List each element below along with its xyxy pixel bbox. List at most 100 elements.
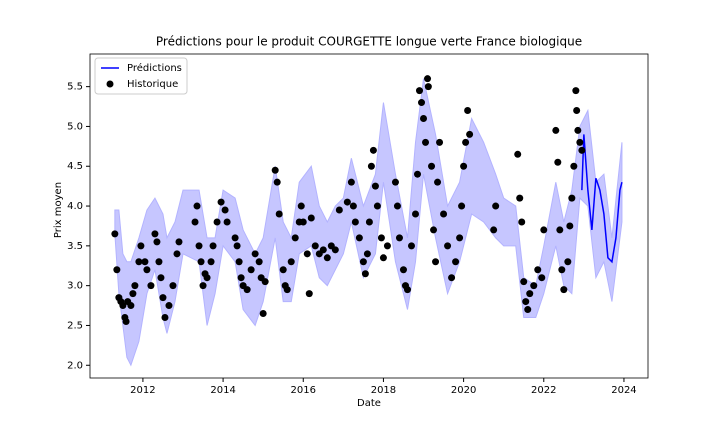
history-point	[259, 310, 267, 318]
history-point	[558, 266, 566, 274]
history-point	[456, 234, 464, 242]
history-point	[434, 178, 442, 186]
history-point	[383, 242, 391, 250]
history-point	[283, 286, 291, 294]
history-point	[574, 126, 582, 134]
history-point	[524, 306, 532, 314]
history-point	[367, 162, 375, 170]
history-point	[153, 238, 161, 246]
x-tick-label: 2022	[531, 385, 556, 396]
history-point	[361, 270, 369, 278]
history-point	[237, 274, 245, 282]
history-point	[119, 302, 127, 310]
history-point	[243, 286, 251, 294]
history-point	[436, 138, 444, 146]
y-tick-label: 5.0	[67, 121, 83, 132]
history-point	[209, 242, 217, 250]
history-point	[355, 234, 363, 242]
history-point	[303, 250, 311, 258]
history-point	[235, 258, 243, 266]
history-point	[223, 218, 231, 226]
y-tick-label: 3.0	[67, 281, 83, 292]
history-point	[155, 258, 163, 266]
history-point	[538, 274, 546, 282]
history-point	[391, 178, 399, 186]
history-point	[159, 294, 167, 302]
history-point	[299, 218, 307, 226]
history-point	[207, 258, 215, 266]
y-tick-label: 2.0	[67, 360, 83, 371]
history-point	[422, 138, 430, 146]
history-point	[151, 230, 159, 238]
history-point	[379, 254, 387, 262]
history-point	[113, 266, 121, 274]
history-point	[556, 226, 564, 234]
history-point	[552, 126, 560, 134]
history-point	[407, 242, 415, 250]
history-point	[143, 266, 151, 274]
history-point	[492, 202, 500, 210]
x-tick-label: 2014	[210, 385, 235, 396]
history-point	[213, 218, 221, 226]
history-point	[568, 194, 576, 202]
prediction-line	[581, 134, 623, 264]
history-point	[522, 298, 530, 306]
history-point	[197, 258, 205, 266]
history-point	[566, 222, 574, 230]
y-tick-label: 5.5	[67, 82, 83, 93]
history-point	[359, 258, 367, 266]
history-point	[169, 282, 177, 290]
history-point	[554, 158, 562, 166]
history-point	[191, 218, 199, 226]
history-point	[460, 162, 468, 170]
history-point	[193, 202, 201, 210]
plot-frame	[89, 53, 649, 379]
history-point	[275, 210, 283, 218]
history-point	[279, 266, 287, 274]
history-point	[319, 246, 327, 254]
history-point	[323, 254, 331, 262]
history-point	[365, 218, 373, 226]
history-point	[307, 214, 315, 222]
legend-marker	[106, 80, 114, 88]
y-tick-label: 4.0	[67, 201, 83, 212]
history-point	[135, 258, 143, 266]
y-tick-label: 3.5	[67, 241, 83, 252]
history-point	[462, 138, 470, 146]
history-point	[572, 87, 580, 95]
history-point	[221, 206, 229, 214]
history-point	[363, 250, 371, 258]
history-point	[518, 218, 526, 226]
history-point	[560, 286, 568, 294]
history-point	[516, 194, 524, 202]
history-point	[161, 313, 169, 321]
history-point	[297, 202, 305, 210]
history-point	[369, 146, 377, 154]
history-point	[444, 242, 452, 250]
x-tick-label: 2024	[611, 385, 636, 396]
x-axis-label: Date	[357, 398, 381, 409]
history-point	[578, 146, 586, 154]
y-tick-label: 2.5	[67, 320, 83, 331]
history-point	[199, 282, 207, 290]
history-point	[335, 206, 343, 214]
history-point	[514, 150, 522, 158]
y-axis-label: Prix moyen	[53, 182, 64, 238]
history-point	[165, 302, 173, 310]
history-point	[127, 302, 135, 310]
history-point	[420, 114, 428, 122]
x-tick-label: 2012	[130, 385, 155, 396]
history-point	[570, 162, 578, 170]
history-point	[432, 258, 440, 266]
history-point	[530, 282, 538, 290]
history-point	[311, 242, 319, 250]
history-point	[573, 107, 581, 115]
history-point	[349, 202, 357, 210]
history-point	[287, 258, 295, 266]
history-point	[430, 226, 438, 234]
history-point	[255, 258, 263, 266]
history-point	[271, 166, 279, 174]
history-point	[147, 282, 155, 290]
history-point	[111, 230, 119, 238]
